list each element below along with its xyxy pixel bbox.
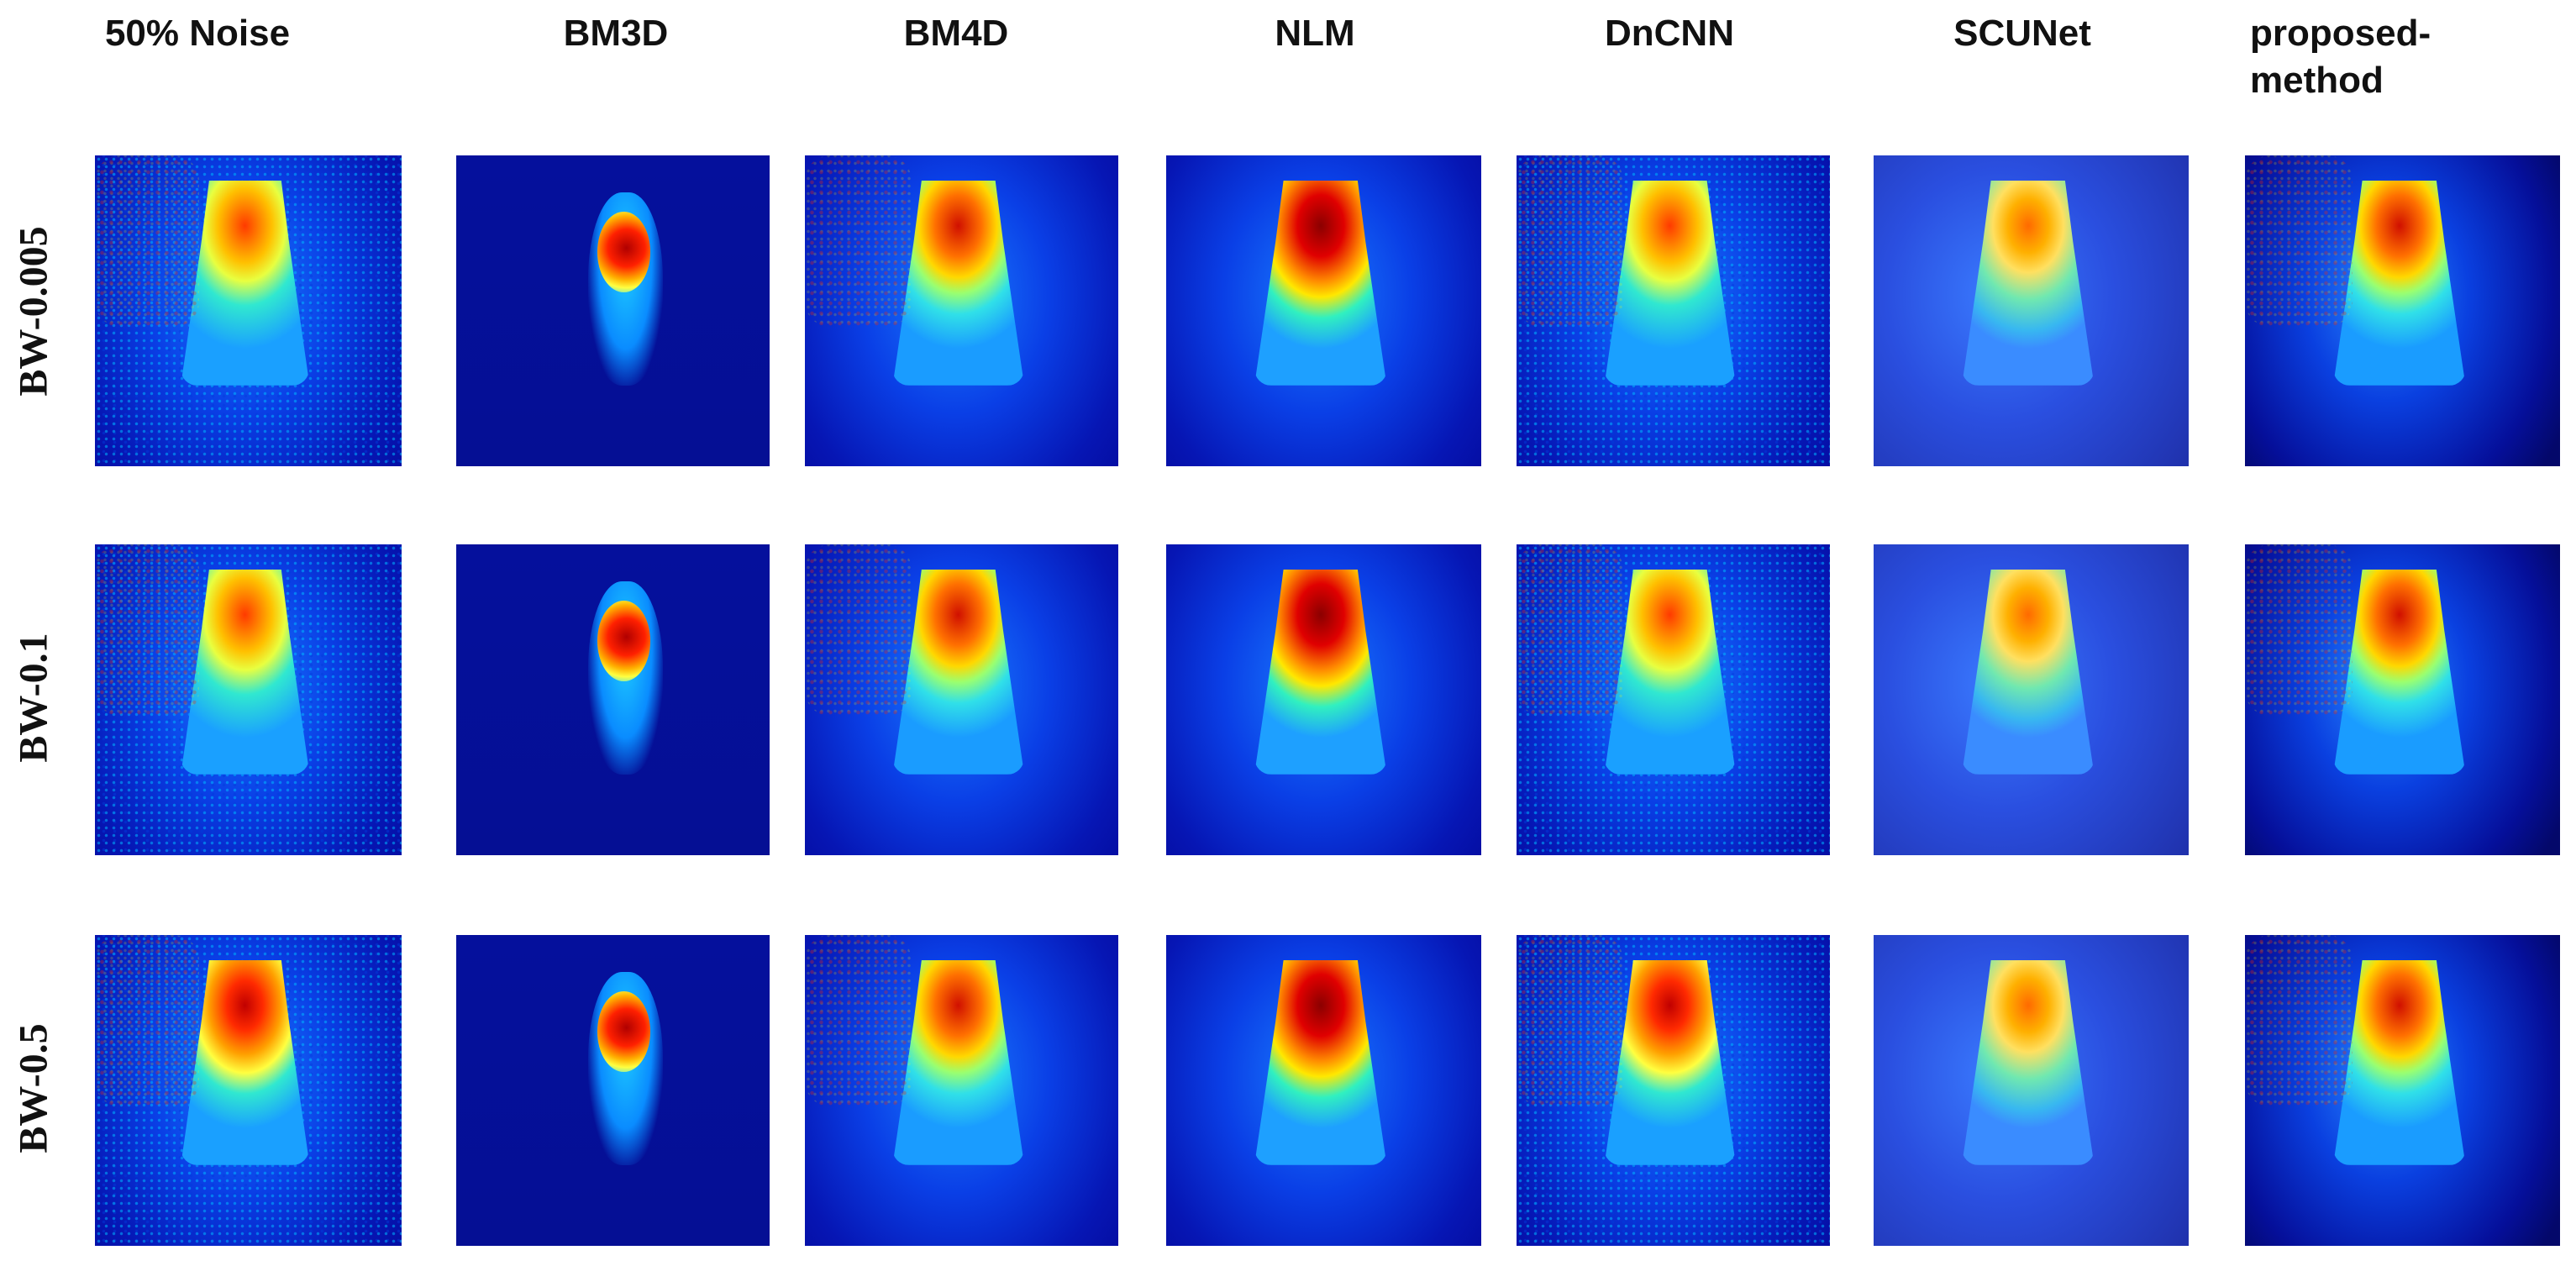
- image-panel-bw-01-noise: [95, 544, 402, 855]
- image-panel-bw-05-nlm: [1166, 935, 1481, 1246]
- column-header-nlm: NLM: [1275, 13, 1355, 54]
- image-panel-bw-05-scunet: [1874, 935, 2189, 1246]
- image-panel-bw-0005-dncnn: [1517, 155, 1830, 466]
- row-label-bw-01: BW-0.1: [11, 632, 56, 763]
- speckle-texture: [95, 935, 200, 1106]
- row-label-bw-0005: BW-0.005: [11, 225, 56, 397]
- column-header-proposed-line: proposed-: [2250, 13, 2431, 54]
- speckle-texture: [1517, 155, 1623, 327]
- image-panel-bw-05-noise: [95, 935, 402, 1246]
- image-panel-bw-01-nlm: [1166, 544, 1481, 855]
- image-panel-bw-05-proposed: [2245, 935, 2560, 1246]
- speckle-texture: [95, 544, 200, 716]
- image-panel-bw-0005-scunet: [1874, 155, 2189, 466]
- speckle-texture: [1517, 544, 1623, 716]
- speckle-texture: [2245, 935, 2353, 1106]
- speckle-texture: [1517, 935, 1623, 1106]
- speckle-texture: [2245, 544, 2353, 716]
- image-panel-bw-05-dncnn: [1517, 935, 1830, 1246]
- row-label-bw-05: BW-0.5: [11, 1022, 56, 1153]
- intensity-core: [597, 600, 651, 681]
- image-panel-bw-0005-proposed: [2245, 155, 2560, 466]
- image-panel-bw-01-proposed: [2245, 544, 2560, 855]
- intensity-core: [597, 990, 651, 1072]
- image-panel-bw-0005-bm3d: [456, 155, 770, 466]
- image-panel-bw-05-bm4d: [805, 935, 1118, 1246]
- column-header-bm4d: BM4D: [903, 13, 1009, 54]
- column-header-dncnn: DnCNN: [1605, 13, 1734, 54]
- column-header-proposed-line: method: [2250, 60, 2384, 101]
- speckle-texture: [805, 544, 912, 716]
- speckle-texture: [2245, 155, 2353, 327]
- column-header-proposed: proposed- method: [2250, 10, 2468, 104]
- image-panel-bw-01-scunet: [1874, 544, 2189, 855]
- column-header-scunet: SCUNet: [1953, 13, 2091, 54]
- column-header-noise: 50% Noise: [104, 13, 291, 54]
- speckle-texture: [805, 155, 912, 327]
- image-panel-bw-0005-nlm: [1166, 155, 1481, 466]
- image-panel-bw-01-dncnn: [1517, 544, 1830, 855]
- image-panel-bw-05-bm3d: [456, 935, 770, 1246]
- speckle-texture: [95, 155, 200, 327]
- intensity-core: [597, 211, 651, 292]
- column-header-bm3d: BM3D: [563, 13, 669, 54]
- image-panel-bw-01-bm4d: [805, 544, 1118, 855]
- image-panel-bw-01-bm3d: [456, 544, 770, 855]
- image-panel-bw-0005-noise: [95, 155, 402, 466]
- speckle-texture: [805, 935, 912, 1106]
- image-panel-bw-0005-bm4d: [805, 155, 1118, 466]
